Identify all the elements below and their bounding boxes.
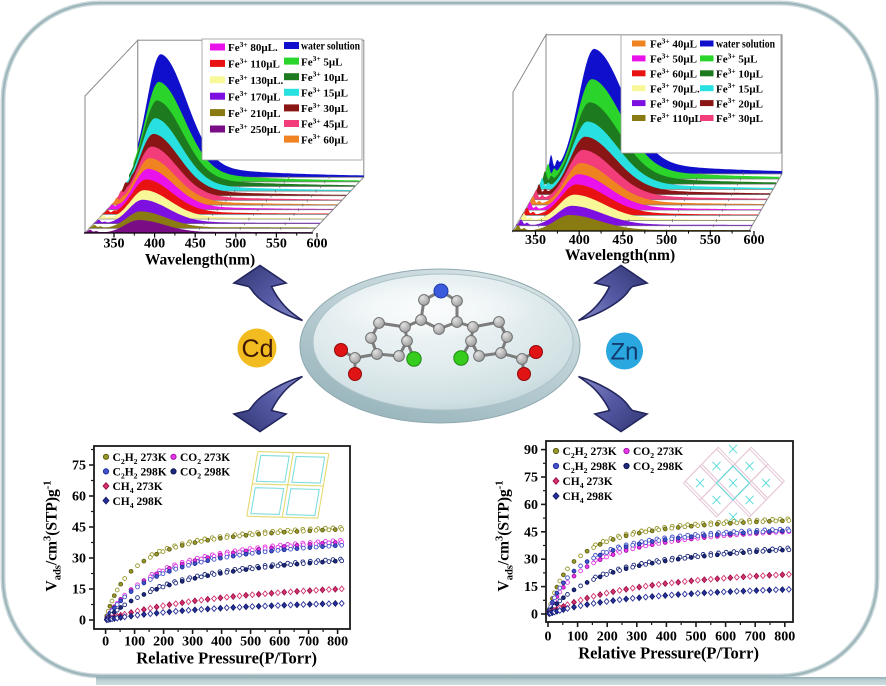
svg-text:800: 800: [774, 630, 795, 645]
svg-text:CH4 298K: CH4 298K: [563, 491, 613, 505]
svg-text:300: 300: [182, 635, 203, 650]
svg-text:600: 600: [744, 233, 765, 248]
svg-text:500: 500: [686, 630, 707, 645]
svg-text:water solution: water solution: [301, 41, 361, 53]
svg-text:15: 15: [72, 583, 86, 598]
svg-text:Vads/cm3(STP)g-1: Vads/cm3(STP)g-1: [43, 481, 64, 592]
svg-text:CH4 273K: CH4 273K: [563, 476, 613, 490]
svg-text:350: 350: [525, 233, 546, 248]
svg-text:Fe3+ 5μL: Fe3+ 5μL: [716, 51, 757, 65]
svg-text:0: 0: [79, 614, 86, 629]
svg-text:100: 100: [124, 635, 145, 650]
svg-text:100: 100: [567, 630, 588, 645]
svg-text:60: 60: [72, 490, 86, 505]
svg-text:Fe3+ 210μL: Fe3+ 210μL: [228, 106, 280, 120]
svg-text:Relative Pressure(P/Torr): Relative Pressure(P/Torr): [578, 644, 759, 663]
svg-text:Fe3+ 60μL: Fe3+ 60μL: [650, 66, 697, 80]
svg-text:550: 550: [700, 233, 721, 248]
svg-text:400: 400: [656, 630, 677, 645]
svg-text:0: 0: [102, 635, 109, 650]
svg-text:500: 500: [225, 237, 246, 252]
svg-text:Fe3+ 80μL.: Fe3+ 80μL.: [228, 40, 278, 54]
svg-text:Fe3+ 20μL: Fe3+ 20μL: [716, 96, 763, 110]
svg-text:Fe3+ 70μL.: Fe3+ 70μL.: [650, 81, 700, 95]
svg-text:Fe3+ 170μL: Fe3+ 170μL: [228, 89, 280, 103]
svg-text:CO2 273K: CO2 273K: [633, 446, 683, 460]
svg-text:450: 450: [612, 233, 633, 248]
svg-text:700: 700: [298, 635, 319, 650]
svg-text:Fe3+ 40μL: Fe3+ 40μL: [650, 37, 697, 51]
svg-text:550: 550: [266, 237, 287, 252]
svg-text:300: 300: [626, 630, 647, 645]
svg-text:500: 500: [656, 233, 677, 248]
svg-text:Fe3+ 10μL: Fe3+ 10μL: [301, 70, 348, 84]
svg-text:Fe3+ 45μL: Fe3+ 45μL: [301, 117, 348, 131]
svg-text:75: 75: [524, 471, 538, 486]
svg-text:90: 90: [524, 443, 538, 458]
svg-text:600: 600: [307, 237, 328, 252]
svg-text:Fe3+ 15μL: Fe3+ 15μL: [716, 81, 763, 95]
svg-text:200: 200: [153, 635, 174, 650]
svg-text:Wavelength(nm): Wavelength(nm): [145, 252, 255, 269]
svg-text:Fe3+ 110μL: Fe3+ 110μL: [650, 111, 702, 125]
svg-text:Fe3+ 5μL: Fe3+ 5μL: [301, 54, 342, 68]
svg-text:15: 15: [524, 580, 538, 595]
svg-text:30: 30: [72, 552, 86, 567]
svg-text:Cd: Cd: [242, 335, 274, 363]
svg-text:0: 0: [545, 630, 552, 645]
svg-text:Fe3+ 30μL: Fe3+ 30μL: [301, 101, 348, 115]
svg-text:450: 450: [185, 237, 206, 252]
svg-text:0: 0: [531, 608, 538, 623]
svg-text:700: 700: [745, 630, 766, 645]
svg-text:75: 75: [72, 459, 86, 474]
svg-text:Fe3+ 60μL: Fe3+ 60μL: [301, 132, 348, 146]
svg-text:30: 30: [524, 553, 538, 568]
svg-text:Fe3+ 250μL: Fe3+ 250μL: [228, 122, 280, 136]
svg-text:CO2 298K: CO2 298K: [180, 467, 230, 481]
svg-text:400: 400: [144, 237, 165, 252]
svg-text:C2H2 273K: C2H2 273K: [113, 452, 167, 466]
svg-text:350: 350: [104, 237, 125, 252]
svg-text:Fe3+ 10μL: Fe3+ 10μL: [716, 66, 763, 80]
svg-text:water solution: water solution: [716, 39, 776, 51]
svg-text:800: 800: [327, 635, 348, 650]
svg-text:Vads/cm3(STP)g-1: Vads/cm3(STP)g-1: [495, 481, 516, 592]
svg-text:400: 400: [569, 233, 590, 248]
svg-text:400: 400: [211, 635, 232, 650]
svg-text:Wavelength(nm): Wavelength(nm): [565, 247, 675, 264]
svg-text:CO2 298K: CO2 298K: [633, 461, 683, 475]
svg-text:C2H2 273K: C2H2 273K: [563, 446, 617, 460]
svg-text:Fe3+ 30μL: Fe3+ 30μL: [716, 111, 763, 125]
svg-text:Zn: Zn: [610, 339, 638, 366]
svg-text:Fe3+ 50μL: Fe3+ 50μL: [650, 51, 697, 65]
svg-text:600: 600: [269, 635, 290, 650]
svg-text:60: 60: [524, 498, 538, 513]
svg-text:Relative Pressure(P/Torr): Relative Pressure(P/Torr): [136, 649, 317, 668]
svg-text:200: 200: [597, 630, 618, 645]
svg-text:Fe3+ 130μL.: Fe3+ 130μL.: [228, 73, 283, 87]
svg-text:Fe3+ 90μL: Fe3+ 90μL: [650, 96, 697, 110]
svg-text:Fe3+ 110μL: Fe3+ 110μL: [228, 56, 280, 70]
svg-text:600: 600: [715, 630, 736, 645]
svg-text:C2H2 298K: C2H2 298K: [113, 467, 167, 481]
svg-text:CO2 273K: CO2 273K: [180, 452, 230, 466]
svg-text:CH4 273K: CH4 273K: [113, 481, 163, 495]
svg-text:45: 45: [72, 521, 86, 536]
svg-text:45: 45: [524, 525, 538, 540]
svg-text:CH4 298K: CH4 298K: [113, 496, 163, 510]
svg-text:500: 500: [240, 635, 261, 650]
svg-text:C2H2 298K: C2H2 298K: [563, 461, 617, 475]
svg-text:Fe3+ 15μL: Fe3+ 15μL: [301, 85, 348, 99]
